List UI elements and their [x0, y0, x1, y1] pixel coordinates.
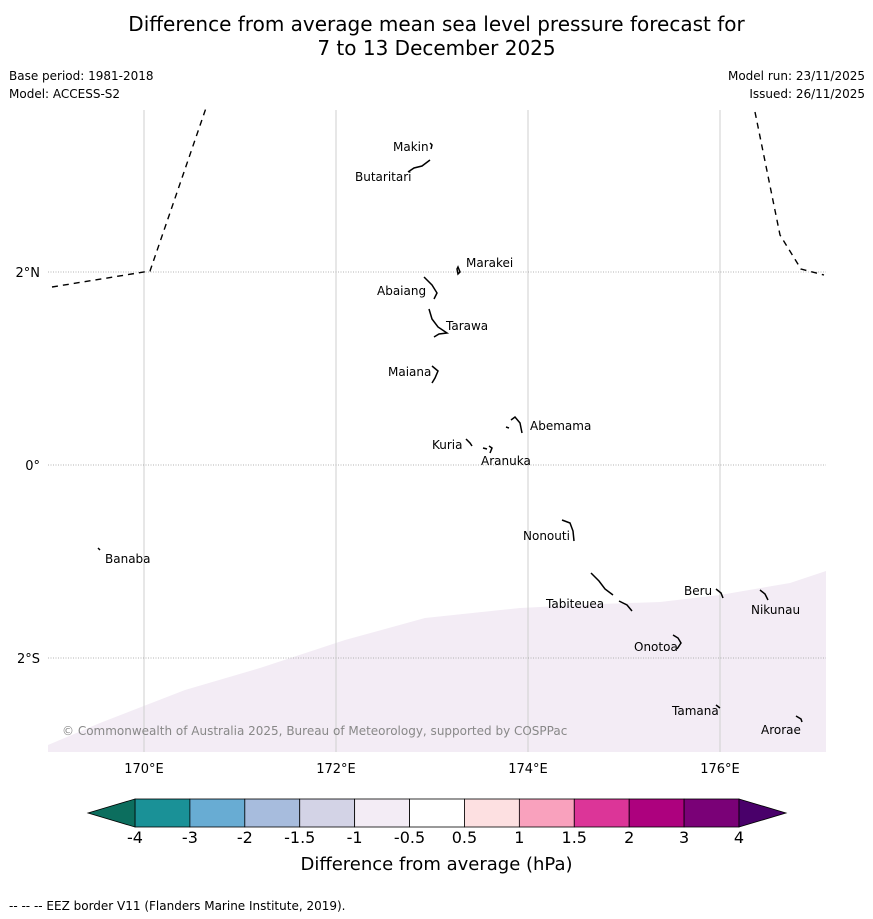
- lat-tick-label: 2°S: [17, 652, 40, 667]
- tarawa-outline: [428, 308, 450, 338]
- island-shapes: [97, 142, 803, 723]
- island-label-beru: Beru: [684, 584, 712, 598]
- colorbar-segment: [134, 798, 191, 828]
- colorbar-tick: 0.5: [451, 828, 478, 847]
- onotoa-outline: [672, 634, 682, 650]
- beru-outline: [715, 588, 724, 599]
- lon-tick-label: 170°E: [124, 762, 164, 777]
- lat-tick-label: 0°: [25, 459, 40, 474]
- abemama-outline: [505, 415, 523, 434]
- base-period: Base period: 1981-2018: [9, 69, 154, 83]
- title-line-1: Difference from average mean sea level p…: [128, 12, 745, 36]
- island-label-tarawa: Tarawa: [445, 319, 488, 333]
- banaba-outline: [97, 547, 101, 551]
- colorbar-tick: 2: [624, 828, 635, 847]
- colorbar-tick: -3: [181, 828, 198, 847]
- colorbar-over-arrow: [738, 798, 788, 828]
- chart-title: Difference from average mean sea level p…: [0, 12, 873, 60]
- model-name: Model: ACCESS-S2: [9, 87, 121, 101]
- island-label-maiana: Maiana: [388, 365, 431, 379]
- island-label-tamana: Tamana: [671, 704, 719, 718]
- colorbar-tick: 1.5: [561, 828, 587, 847]
- maiana-outline: [431, 365, 439, 384]
- issued-date: Issued: 26/11/2025: [749, 87, 865, 101]
- island-label-banaba: Banaba: [105, 552, 151, 566]
- colorbar-tick: 3: [678, 828, 690, 847]
- island-label-marakei: Marakei: [466, 256, 513, 270]
- island-label-kuria: Kuria: [432, 438, 463, 452]
- colorbar-segment: [354, 798, 410, 828]
- colorbar-tick: -0.5: [393, 828, 426, 847]
- colorbar-segment: [244, 798, 301, 828]
- colorbar-segment: [628, 798, 685, 828]
- colorbar-segment: [409, 798, 465, 828]
- marakei-outline: [456, 265, 461, 276]
- meta-left: Base period: 1981-2018 Model: ACCESS-S2: [9, 67, 154, 103]
- nikunau-outline: [759, 589, 769, 601]
- colorbar-segment: [573, 798, 630, 828]
- colorbar-title: Difference from average (hPa): [300, 854, 573, 875]
- colorbar-segment: [464, 798, 520, 828]
- eez-legend: -- -- -- EEZ border V11 (Flanders Marine…: [9, 899, 346, 913]
- colorbar-under-arrow: [86, 798, 136, 828]
- island-label-nikunau: Nikunau: [751, 603, 800, 617]
- colorbar: [86, 798, 788, 828]
- butaritari-outline: [407, 159, 431, 173]
- colorbar-tick: -2: [236, 828, 253, 847]
- eez-border-line: [51, 107, 207, 288]
- tamana-outline: [715, 704, 721, 709]
- colorbar-tick: -4: [127, 828, 143, 847]
- colorbar-tick: 4: [733, 828, 745, 847]
- lon-tick-label: 174°E: [508, 762, 548, 777]
- copyright-notice: © Commonwealth of Australia 2025, Bureau…: [62, 724, 568, 738]
- island-label-abemama: Abemama: [530, 419, 591, 433]
- island-label-onotoa: Onotoa: [634, 640, 678, 654]
- lon-tick-label: 176°E: [700, 762, 740, 777]
- island-label-tabiteuea: Tabiteuea: [545, 597, 604, 611]
- colorbar-segment: [518, 798, 575, 828]
- kuria-outline: [465, 438, 473, 447]
- meta-right: Model run: 23/11/2025 Issued: 26/11/2025: [728, 67, 865, 103]
- nonouti-outline: [561, 519, 575, 542]
- colorbar-segment: [683, 798, 740, 828]
- island-label-makin: Makin: [393, 140, 429, 154]
- island-label-arorae: Arorae: [761, 723, 801, 737]
- tabiteuea-outline: [590, 572, 633, 612]
- island-label-nonouti: Nonouti: [523, 529, 570, 543]
- aranuka-outline: [482, 445, 493, 454]
- eez-border-line: [754, 111, 825, 276]
- abaiang-outline: [423, 276, 438, 300]
- pressure-anomaly-shading: [48, 571, 826, 752]
- colorbar-tick: -1: [346, 828, 363, 847]
- lat-tick-label: 2°N: [16, 266, 41, 281]
- makin-outline: [429, 142, 433, 150]
- colorbar-tick: 1: [514, 828, 525, 847]
- island-label-butaritari: Butaritari: [355, 170, 412, 184]
- island-label-abaiang: Abaiang: [377, 284, 426, 298]
- lon-tick-label: 172°E: [316, 762, 356, 777]
- colorbar-segment: [299, 798, 356, 828]
- colorbar-segment: [189, 798, 246, 828]
- arorae-outline: [795, 715, 803, 723]
- title-line-2: 7 to 13 December 2025: [317, 36, 556, 60]
- colorbar-tick: -1.5: [284, 828, 316, 847]
- island-label-aranuka: Aranuka: [481, 454, 531, 468]
- model-run: Model run: 23/11/2025: [727, 69, 865, 83]
